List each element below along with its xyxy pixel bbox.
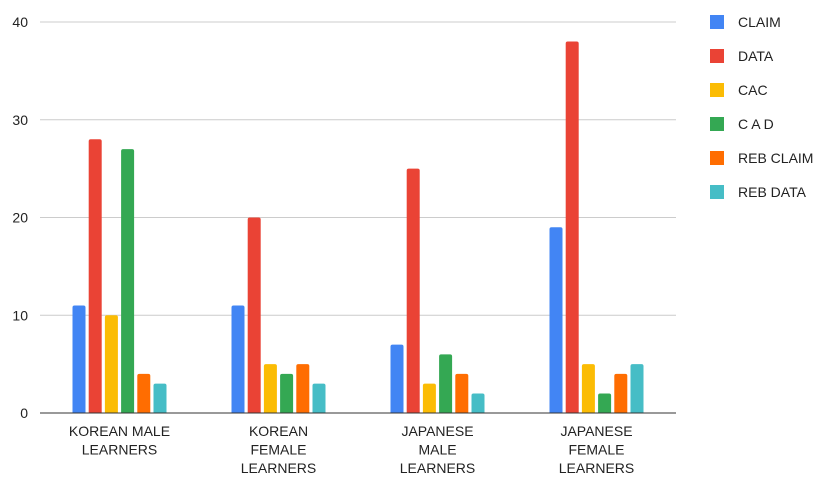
bar bbox=[422, 383, 436, 413]
legend-label: REB DATA bbox=[738, 184, 807, 200]
bar bbox=[581, 364, 595, 413]
legend-swatch bbox=[710, 49, 724, 63]
y-axis: 0 10 20 30 40 bbox=[12, 14, 28, 421]
y-tick-label: 40 bbox=[12, 14, 28, 30]
x-tick-label: KOREAN MALE bbox=[69, 423, 170, 439]
bar bbox=[630, 364, 644, 413]
x-tick-label: MALE bbox=[418, 442, 456, 458]
bar bbox=[471, 393, 485, 413]
legend-label: DATA bbox=[738, 48, 774, 64]
legend-swatch bbox=[710, 151, 724, 165]
legend-label: CAC bbox=[738, 82, 768, 98]
x-tick-label: LEARNERS bbox=[82, 442, 157, 458]
bar bbox=[137, 373, 151, 413]
bar bbox=[72, 305, 86, 413]
y-tick-label: 0 bbox=[20, 405, 28, 421]
x-tick-label: LEARNERS bbox=[400, 460, 475, 476]
legend-swatch bbox=[710, 117, 724, 131]
bar bbox=[231, 305, 245, 413]
bars bbox=[72, 41, 644, 414]
bar bbox=[455, 373, 469, 413]
x-tick-label: JAPANESE bbox=[560, 423, 632, 439]
legend-swatch bbox=[710, 185, 724, 199]
x-tick-label: LEARNERS bbox=[241, 460, 316, 476]
x-tick-label: KOREAN bbox=[249, 423, 308, 439]
bar bbox=[121, 149, 135, 413]
bar bbox=[296, 364, 310, 413]
bar bbox=[598, 393, 612, 413]
legend-label: CLAIM bbox=[738, 14, 781, 30]
bar bbox=[565, 41, 579, 414]
y-tick-label: 10 bbox=[12, 307, 28, 323]
x-tick-label: JAPANESE bbox=[401, 423, 473, 439]
bar bbox=[153, 383, 167, 413]
y-tick-label: 20 bbox=[12, 210, 28, 226]
gridlines bbox=[40, 21, 676, 316]
legend-swatch bbox=[710, 83, 724, 97]
bar bbox=[280, 373, 294, 413]
legend-swatch bbox=[710, 15, 724, 29]
bar bbox=[549, 227, 563, 413]
x-tick-label: FEMALE bbox=[568, 442, 624, 458]
bar bbox=[247, 217, 261, 413]
bar bbox=[390, 344, 404, 413]
bar bbox=[88, 139, 102, 414]
legend-label: REB CLAIM bbox=[738, 150, 813, 166]
x-axis: KOREAN MALE LEARNERS KOREAN FEMALE LEARNERS J… bbox=[69, 423, 634, 476]
x-tick-label: LEARNERS bbox=[559, 460, 634, 476]
legend: CLAIM DATA CAC C A D REB CLAIM REB DATA bbox=[710, 14, 813, 200]
bar bbox=[312, 383, 326, 413]
legend-label: C A D bbox=[738, 116, 774, 132]
bar bbox=[439, 354, 453, 413]
x-tick-label: FEMALE bbox=[250, 442, 306, 458]
bar bbox=[614, 373, 628, 413]
bar bbox=[406, 168, 420, 413]
bar bbox=[263, 364, 277, 413]
y-tick-label: 30 bbox=[12, 112, 28, 128]
bar bbox=[104, 315, 118, 413]
